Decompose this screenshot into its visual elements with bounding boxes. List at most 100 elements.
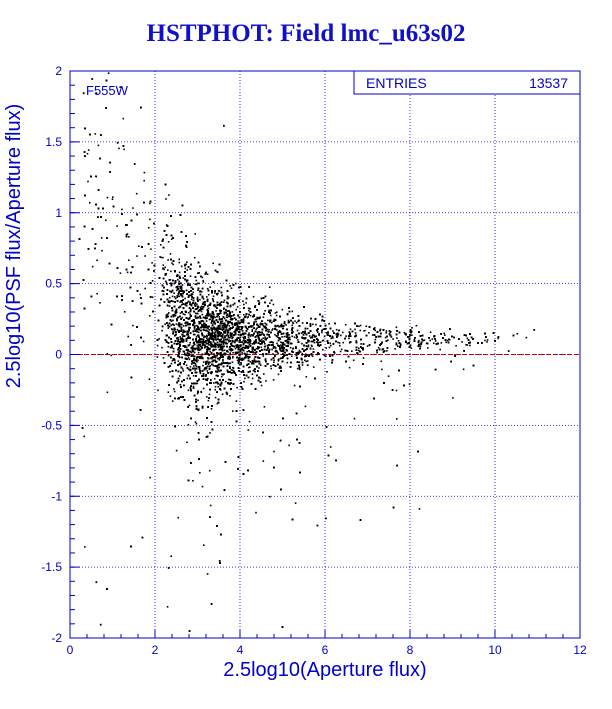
data-point bbox=[247, 316, 249, 318]
data-point bbox=[287, 319, 290, 322]
data-point bbox=[431, 338, 434, 340]
data-point bbox=[229, 362, 232, 365]
data-point bbox=[296, 367, 299, 370]
data-point bbox=[203, 544, 205, 546]
data-point bbox=[221, 320, 224, 322]
data-point bbox=[225, 335, 228, 337]
data-point bbox=[274, 312, 277, 314]
data-point bbox=[276, 329, 278, 331]
data-point bbox=[210, 378, 212, 381]
data-point bbox=[289, 338, 291, 341]
data-point bbox=[240, 363, 242, 366]
data-point bbox=[262, 355, 264, 357]
data-point bbox=[184, 330, 187, 333]
data-point bbox=[452, 397, 454, 399]
data-point bbox=[172, 315, 175, 318]
data-point bbox=[340, 348, 343, 351]
data-point bbox=[181, 304, 183, 306]
data-point bbox=[204, 344, 207, 346]
data-point bbox=[238, 363, 241, 366]
data-point bbox=[264, 359, 267, 362]
data-point bbox=[385, 332, 387, 334]
data-point bbox=[195, 279, 198, 282]
data-point bbox=[112, 196, 114, 198]
data-point bbox=[177, 360, 180, 362]
data-point bbox=[196, 303, 198, 306]
data-point bbox=[292, 322, 295, 325]
data-point bbox=[345, 335, 347, 337]
data-point bbox=[415, 324, 418, 327]
data-point bbox=[312, 348, 315, 350]
data-point bbox=[264, 310, 266, 312]
data-point bbox=[232, 371, 234, 374]
data-point bbox=[217, 344, 220, 346]
data-point bbox=[249, 366, 251, 368]
data-point bbox=[219, 325, 221, 327]
data-point bbox=[189, 365, 192, 368]
data-point bbox=[169, 279, 172, 281]
data-point bbox=[203, 347, 206, 349]
data-point bbox=[202, 279, 204, 282]
data-point bbox=[208, 318, 211, 321]
data-point bbox=[237, 361, 240, 364]
data-point bbox=[318, 334, 320, 337]
data-point bbox=[182, 313, 185, 315]
data-point bbox=[212, 300, 215, 303]
data-point bbox=[96, 292, 98, 295]
data-point bbox=[218, 370, 221, 372]
data-point bbox=[198, 282, 200, 285]
data-point bbox=[253, 359, 256, 362]
data-point bbox=[178, 295, 181, 298]
data-point bbox=[229, 352, 231, 354]
data-point bbox=[298, 349, 301, 352]
data-point bbox=[222, 333, 224, 335]
data-point bbox=[157, 389, 159, 392]
data-point bbox=[194, 304, 196, 306]
data-point bbox=[274, 333, 276, 336]
data-point bbox=[330, 344, 332, 347]
data-point bbox=[325, 327, 327, 330]
data-point bbox=[427, 347, 429, 349]
data-point bbox=[201, 485, 204, 488]
data-point bbox=[207, 311, 210, 314]
data-point bbox=[230, 350, 232, 352]
data-point bbox=[212, 349, 214, 352]
data-point bbox=[209, 332, 212, 335]
data-point bbox=[194, 362, 197, 365]
data-point bbox=[278, 329, 281, 332]
data-point bbox=[215, 310, 217, 312]
data-point bbox=[242, 371, 245, 373]
data-point bbox=[318, 345, 321, 347]
data-point bbox=[214, 388, 217, 391]
data-point bbox=[342, 341, 344, 344]
data-point bbox=[350, 335, 352, 337]
data-point bbox=[332, 337, 334, 339]
data-point bbox=[225, 328, 228, 331]
data-point bbox=[241, 341, 243, 343]
data-point bbox=[237, 348, 240, 351]
data-point bbox=[305, 355, 308, 357]
data-point bbox=[281, 336, 283, 338]
data-point bbox=[197, 366, 200, 368]
data-point bbox=[229, 318, 232, 321]
data-point bbox=[173, 324, 175, 326]
data-point bbox=[164, 266, 166, 269]
data-point bbox=[223, 373, 225, 375]
data-point bbox=[209, 361, 211, 364]
data-point bbox=[207, 363, 210, 365]
data-point bbox=[212, 340, 215, 343]
data-point bbox=[352, 359, 355, 362]
data-point bbox=[294, 502, 297, 504]
data-point bbox=[262, 340, 264, 342]
data-point bbox=[206, 370, 209, 372]
data-point bbox=[384, 336, 387, 339]
data-point bbox=[210, 346, 213, 348]
data-point bbox=[200, 390, 202, 393]
data-point bbox=[275, 314, 278, 317]
data-point bbox=[161, 346, 163, 349]
data-point bbox=[219, 389, 222, 391]
data-point bbox=[87, 149, 90, 151]
data-point bbox=[279, 349, 282, 352]
data-point bbox=[268, 286, 271, 288]
data-point bbox=[168, 194, 170, 196]
